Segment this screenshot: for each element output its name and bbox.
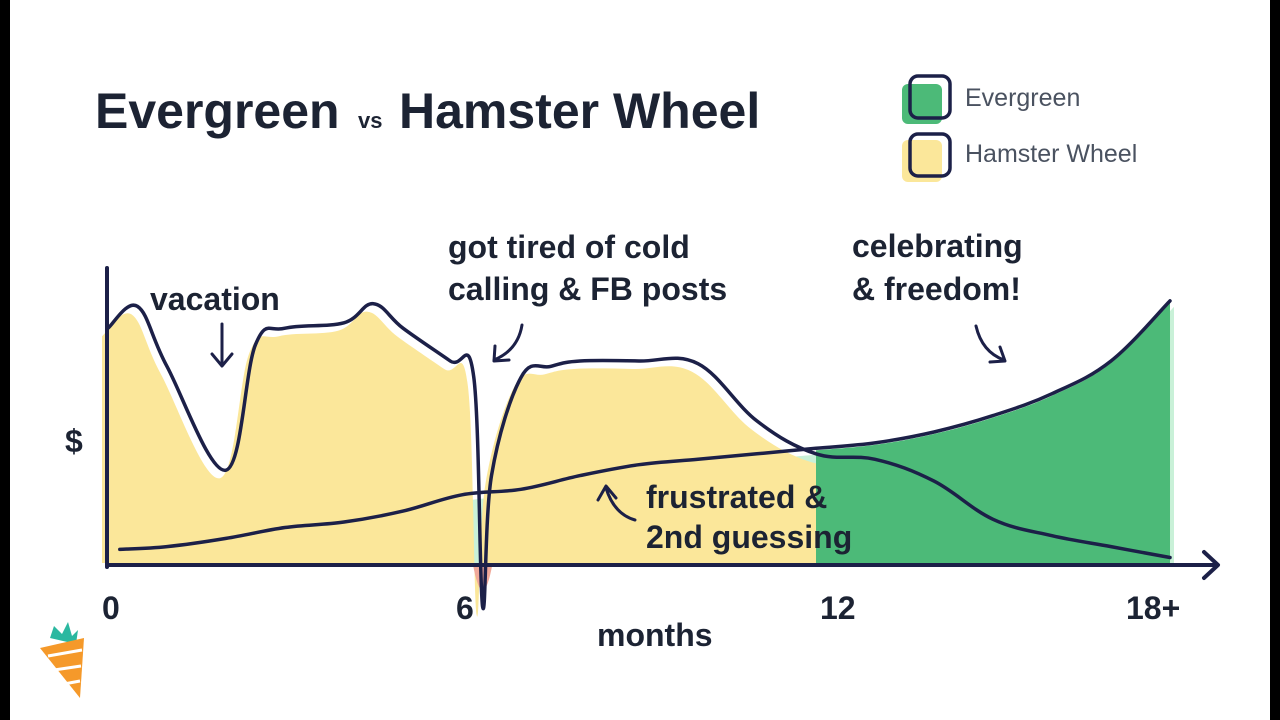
legend-swatch-outline-hamster-wheel [908,132,952,178]
annotation-celebrating-arrow [974,324,1007,364]
annotation-celebrating: celebrating & freedom! [852,228,1023,364]
annotation-frustrated-arrow [596,484,637,522]
annotation-frustrated-line2: 2nd guessing [646,519,852,555]
annotation-cold-calling-line2: calling & FB posts [448,271,727,307]
annotation-celebrating-line2: & freedom! [852,271,1021,307]
chart-title: Evergreen vs Hamster Wheel [95,83,760,139]
annotation-frustrated: frustrated & 2nd guessing [596,479,852,555]
annotation-vacation-arrow [210,322,234,368]
series-evergreen-line [118,299,1172,552]
series-evergreen-area [816,302,1170,563]
legend-label-hamster-wheel: Hamster Wheel [965,140,1137,168]
x-tick-6: 6 [456,590,474,626]
legend-swatch-outline-evergreen [908,74,952,120]
title-part-hamster: Hamster Wheel [399,83,760,139]
carrot-logo [40,622,84,698]
series-hamster-wheel-line [106,301,1172,611]
annotation-vacation: vacation [150,281,280,368]
annotation-vacation-text: vacation [150,281,280,317]
x-tick-0: 0 [102,590,120,626]
annotation-cold-calling: got tired of cold calling & FB posts [448,229,727,363]
annotation-celebrating-line1: celebrating [852,228,1023,264]
y-axis-label: $ [65,423,83,459]
chart-card: Evergreen vs Hamster Wheel Evergreen Ham… [10,0,1270,720]
legend-item-hamster-wheel: Hamster Wheel [902,132,1137,182]
x-tick-18: 18+ [1126,590,1180,626]
carrot-logo-stripes [47,648,83,686]
title-part-evergreen: Evergreen [95,83,340,139]
legend-label-evergreen: Evergreen [965,84,1080,112]
carrot-logo-leaves [50,622,78,644]
title-vs: vs [358,108,382,133]
legend-item-evergreen: Evergreen [902,74,1080,124]
x-axis-arrow [1202,550,1220,580]
annotation-cold-calling-arrow [492,323,524,363]
annotation-cold-calling-line1: got tired of cold [448,229,690,265]
x-axis-label: months [597,617,713,653]
x-tick-12: 12 [820,590,856,626]
legend: Evergreen Hamster Wheel [902,74,1137,182]
annotation-frustrated-line1: frustrated & [646,479,827,515]
chart-svg: Evergreen vs Hamster Wheel Evergreen Ham… [40,74,1220,698]
plot-area [102,299,1174,617]
